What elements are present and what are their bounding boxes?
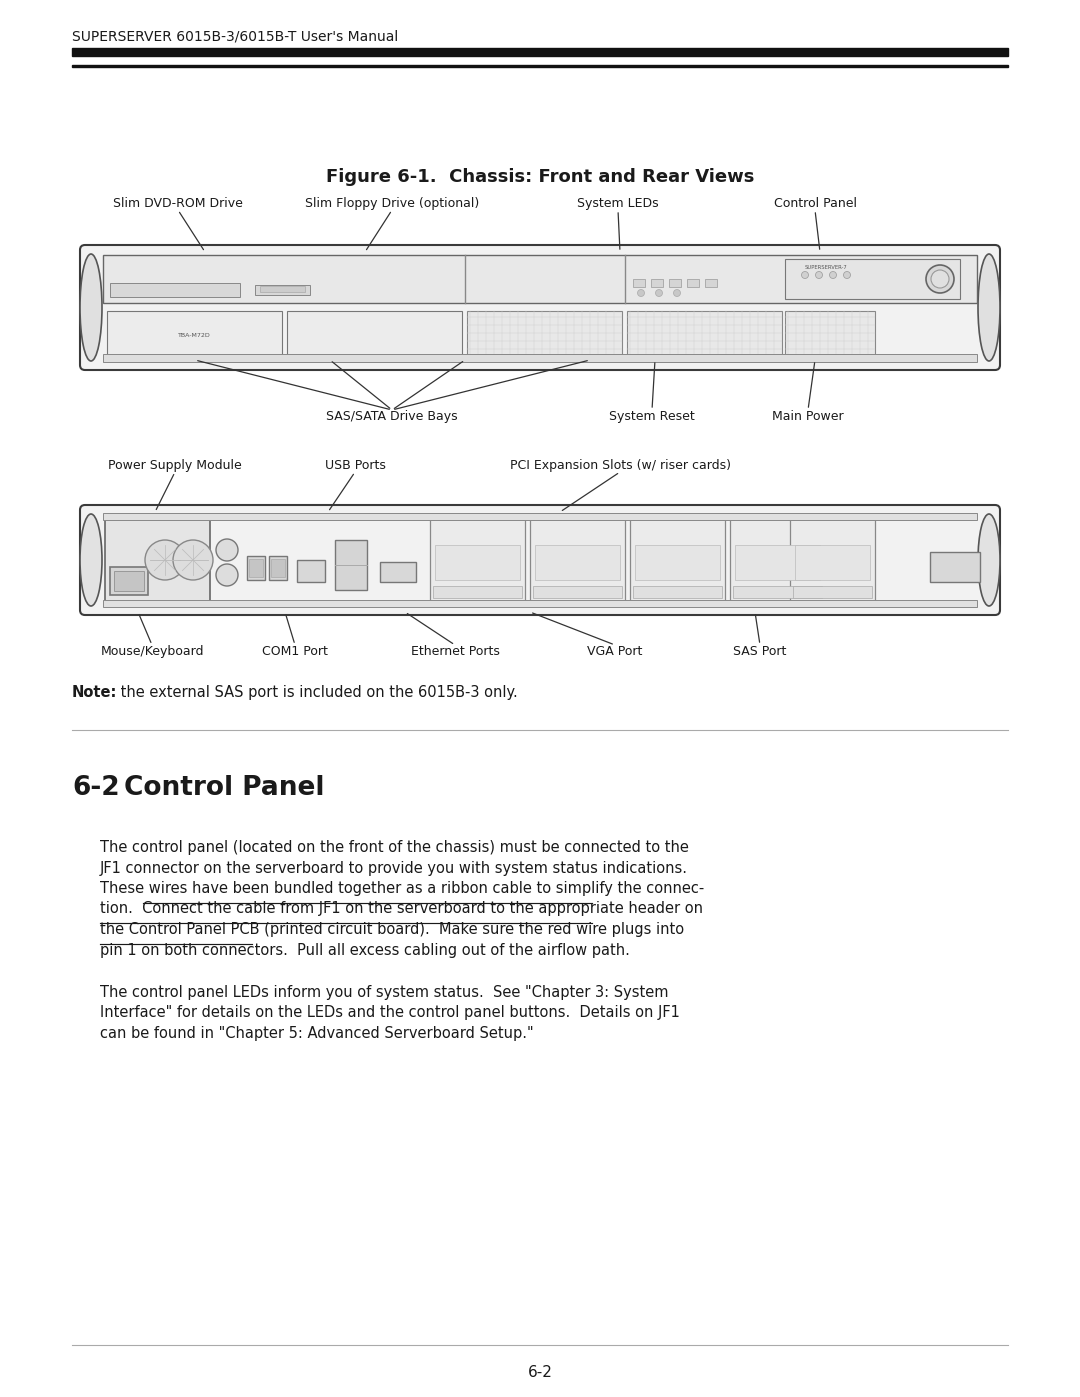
- Bar: [785, 258, 960, 299]
- Text: 6-2: 6-2: [527, 1365, 553, 1380]
- Bar: [249, 559, 264, 577]
- Circle shape: [674, 289, 680, 296]
- Text: SAS/SATA Drive Bays: SAS/SATA Drive Bays: [326, 409, 458, 423]
- Bar: [114, 571, 144, 591]
- Bar: [105, 518, 210, 602]
- Bar: [534, 585, 622, 598]
- Text: System Reset: System Reset: [609, 409, 694, 423]
- Text: 6-2: 6-2: [72, 775, 120, 800]
- FancyBboxPatch shape: [80, 244, 1000, 370]
- Text: SUPERSERVER-7: SUPERSERVER-7: [805, 265, 848, 270]
- Bar: [635, 545, 720, 580]
- Bar: [255, 285, 310, 295]
- Bar: [110, 284, 240, 298]
- Bar: [789, 518, 875, 602]
- Bar: [103, 256, 977, 303]
- Text: Slim Floppy Drive (optional): Slim Floppy Drive (optional): [305, 197, 480, 210]
- Circle shape: [145, 541, 185, 580]
- Ellipse shape: [80, 254, 102, 360]
- Ellipse shape: [80, 514, 102, 606]
- Circle shape: [801, 271, 809, 278]
- Text: Interface" for details on the LEDs and the control panel buttons.  Details on JF: Interface" for details on the LEDs and t…: [100, 1006, 680, 1020]
- Text: can be found in "Chapter 5: Advanced Serverboard Setup.": can be found in "Chapter 5: Advanced Ser…: [100, 1025, 534, 1041]
- Text: Slim DVD-ROM Drive: Slim DVD-ROM Drive: [113, 197, 243, 210]
- Bar: [269, 556, 287, 580]
- Bar: [730, 518, 825, 602]
- Text: COM1 Port: COM1 Port: [262, 645, 328, 658]
- Bar: [103, 353, 977, 362]
- Text: VGA Port: VGA Port: [588, 645, 643, 658]
- Circle shape: [216, 539, 238, 562]
- Bar: [669, 279, 681, 286]
- Bar: [335, 541, 367, 590]
- Text: System LEDs: System LEDs: [577, 197, 659, 210]
- Text: USB Ports: USB Ports: [325, 460, 386, 472]
- Text: the external SAS port is included on the 6015B-3 only.: the external SAS port is included on the…: [116, 685, 517, 700]
- Text: The control panel LEDs inform you of system status.  See "Chapter 3: System: The control panel LEDs inform you of sys…: [100, 985, 669, 1000]
- Text: Mouse/Keyboard: Mouse/Keyboard: [100, 645, 204, 658]
- Bar: [627, 312, 782, 360]
- Text: Control Panel: Control Panel: [124, 775, 324, 800]
- Bar: [103, 599, 977, 608]
- Text: pin 1 on both connectors.  Pull all excess cabling out of the airflow path.: pin 1 on both connectors. Pull all exces…: [100, 943, 630, 957]
- Circle shape: [656, 289, 662, 296]
- Bar: [247, 556, 265, 580]
- Bar: [297, 560, 325, 583]
- FancyBboxPatch shape: [80, 504, 1000, 615]
- Circle shape: [843, 271, 851, 278]
- Bar: [633, 585, 723, 598]
- Circle shape: [829, 271, 837, 278]
- Text: PCI Expansion Slots (w/ riser cards): PCI Expansion Slots (w/ riser cards): [510, 460, 730, 472]
- Bar: [930, 552, 980, 583]
- Bar: [107, 312, 282, 360]
- Bar: [430, 518, 525, 602]
- Text: These wires have been bundled together as a ribbon cable to simplify the connec-: These wires have been bundled together a…: [100, 882, 704, 895]
- Circle shape: [637, 289, 645, 296]
- Text: JF1 connector on the serverboard to provide you with system status indications.: JF1 connector on the serverboard to prov…: [100, 861, 688, 876]
- Bar: [72, 47, 1008, 56]
- Bar: [633, 279, 645, 286]
- Bar: [433, 585, 522, 598]
- Bar: [287, 312, 462, 360]
- Bar: [735, 545, 820, 580]
- Bar: [651, 279, 663, 286]
- Bar: [72, 64, 1008, 67]
- Text: Ethernet Ports: Ethernet Ports: [410, 645, 499, 658]
- Bar: [733, 585, 822, 598]
- Text: TBA-M72D: TBA-M72D: [178, 332, 211, 338]
- Bar: [793, 585, 872, 598]
- Bar: [630, 518, 725, 602]
- Ellipse shape: [978, 514, 1000, 606]
- Text: SUPERSERVER 6015B-3/6015B-T User's Manual: SUPERSERVER 6015B-3/6015B-T User's Manua…: [72, 29, 399, 43]
- Bar: [795, 545, 870, 580]
- Text: SAS Port: SAS Port: [733, 645, 786, 658]
- Text: Figure 6-1.  Chassis: Front and Rear Views: Figure 6-1. Chassis: Front and Rear View…: [326, 168, 754, 186]
- Bar: [687, 279, 699, 286]
- Circle shape: [815, 271, 823, 278]
- Text: Control Panel: Control Panel: [773, 197, 856, 210]
- Circle shape: [931, 270, 949, 288]
- Ellipse shape: [978, 254, 1000, 360]
- Bar: [103, 513, 977, 520]
- Bar: [380, 562, 416, 583]
- Bar: [271, 559, 285, 577]
- Text: the Control Panel PCB (printed circuit board).  Make sure the red wire plugs int: the Control Panel PCB (printed circuit b…: [100, 922, 684, 937]
- Bar: [705, 279, 717, 286]
- Bar: [530, 518, 625, 602]
- Bar: [260, 286, 305, 292]
- Bar: [435, 545, 519, 580]
- Bar: [785, 312, 875, 360]
- Text: Main Power: Main Power: [772, 409, 843, 423]
- Bar: [535, 545, 620, 580]
- Bar: [110, 567, 148, 595]
- Circle shape: [216, 564, 238, 585]
- Text: The control panel (located on the front of the chassis) must be connected to the: The control panel (located on the front …: [100, 840, 689, 855]
- Bar: [467, 312, 622, 360]
- Text: tion.  Connect the cable from JF1 on the serverboard to the appropriate header o: tion. Connect the cable from JF1 on the …: [100, 901, 703, 916]
- Circle shape: [926, 265, 954, 293]
- Text: Power Supply Module: Power Supply Module: [108, 460, 242, 472]
- Circle shape: [173, 541, 213, 580]
- Text: Note:: Note:: [72, 685, 118, 700]
